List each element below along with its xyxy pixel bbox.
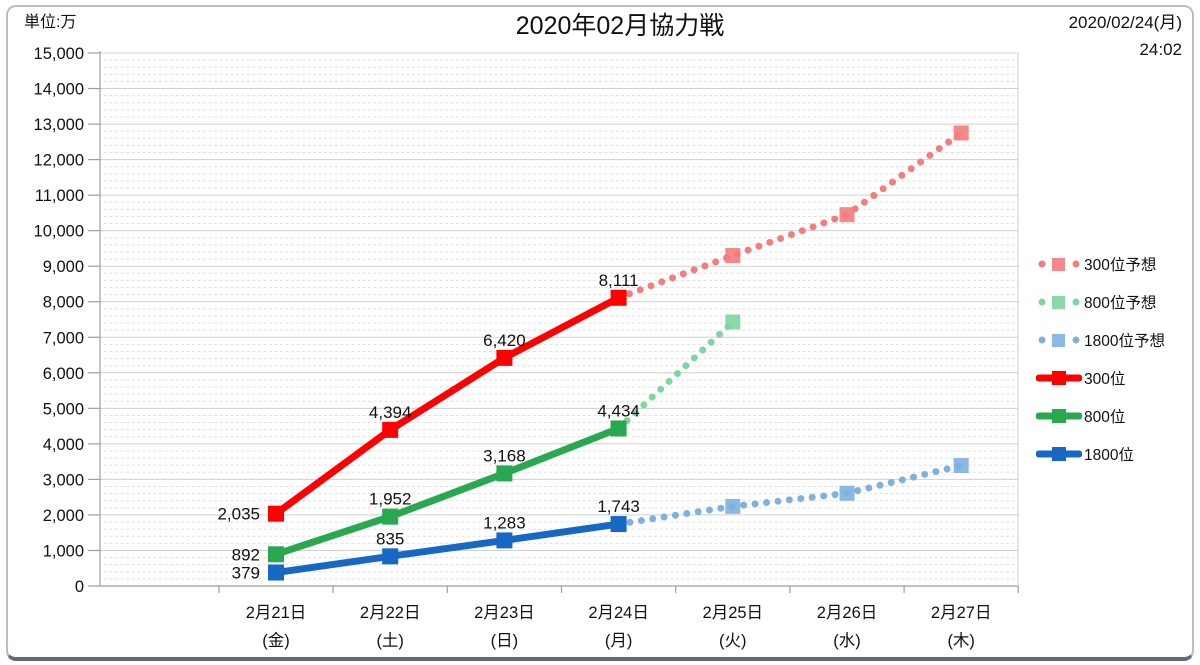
svg-text:1,952: 1,952	[369, 490, 412, 509]
svg-text:(火): (火)	[719, 632, 747, 650]
svg-text:(月): (月)	[605, 632, 633, 650]
svg-text:4,434: 4,434	[597, 401, 640, 420]
svg-text:10,000: 10,000	[34, 223, 84, 241]
legend-item-1800-forecast: 1800位予想	[1036, 328, 1165, 352]
svg-text:3,168: 3,168	[483, 446, 526, 465]
svg-text:2月26日: 2月26日	[817, 604, 878, 622]
svg-text:11,000: 11,000	[35, 187, 84, 205]
svg-text:5,000: 5,000	[43, 400, 84, 418]
legend: 300位予想 800位予想 1800位予想 300位 800位 1800位	[1036, 252, 1165, 466]
dotted-series-marker-icon	[1036, 332, 1082, 348]
svg-text:8,000: 8,000	[43, 294, 84, 312]
legend-label: 300位	[1084, 371, 1126, 388]
svg-text:2月27日: 2月27日	[931, 604, 992, 622]
svg-text:13,000: 13,000	[34, 116, 84, 134]
svg-text:14,000: 14,000	[34, 81, 84, 99]
svg-text:2月25日: 2月25日	[703, 604, 764, 622]
svg-text:7,000: 7,000	[43, 329, 84, 347]
report-time: 24:02	[1139, 40, 1182, 59]
y-axis-unit-label: 単位:万	[24, 14, 77, 31]
svg-text:0: 0	[75, 578, 84, 596]
svg-text:2,035: 2,035	[217, 505, 260, 524]
svg-text:4,394: 4,394	[369, 403, 412, 422]
svg-text:892: 892	[232, 545, 260, 564]
svg-text:4,000: 4,000	[43, 436, 84, 454]
legend-item-300-forecast: 300位予想	[1036, 252, 1165, 276]
solid-series-marker-icon	[1036, 408, 1082, 424]
svg-text:835: 835	[376, 529, 404, 548]
legend-item-300: 300位	[1036, 366, 1165, 390]
svg-text:2月24日: 2月24日	[588, 604, 649, 622]
svg-text:6,000: 6,000	[43, 365, 84, 383]
chart-title: 2020年02月協力戦	[515, 12, 725, 40]
legend-label: 1800位	[1084, 447, 1134, 464]
svg-text:1,000: 1,000	[43, 542, 84, 560]
dotted-series-marker-icon	[1036, 256, 1082, 272]
legend-label: 1800位予想	[1084, 333, 1165, 350]
svg-text:1,283: 1,283	[483, 513, 526, 532]
svg-text:8,111: 8,111	[599, 271, 639, 290]
svg-text:(土): (土)	[376, 631, 404, 650]
svg-text:2,000: 2,000	[43, 507, 84, 525]
legend-item-800-forecast: 800位予想	[1036, 290, 1165, 314]
dotted-series-marker-icon	[1036, 294, 1082, 310]
legend-label: 300位予想	[1084, 257, 1157, 274]
svg-text:(水): (水)	[833, 631, 861, 650]
svg-text:(日): (日)	[491, 632, 519, 650]
svg-text:2月21日: 2月21日	[246, 604, 307, 622]
svg-text:379: 379	[232, 564, 260, 583]
svg-text:3,000: 3,000	[43, 471, 84, 489]
solid-series-marker-icon	[1036, 370, 1082, 386]
svg-text:(金): (金)	[262, 631, 290, 650]
legend-item-800: 800位	[1036, 404, 1165, 428]
report-date: 2020/02/24(月)	[1068, 13, 1182, 32]
svg-text:15,000: 15,000	[34, 45, 84, 63]
svg-text:2月22日: 2月22日	[360, 604, 421, 622]
svg-text:12,000: 12,000	[34, 152, 84, 170]
svg-text:1,743: 1,743	[597, 497, 640, 516]
svg-text:2月23日: 2月23日	[474, 604, 535, 622]
svg-text:6,420: 6,420	[483, 331, 526, 350]
legend-label: 800位	[1084, 409, 1126, 426]
legend-item-1800: 1800位	[1036, 442, 1165, 466]
legend-label: 800位予想	[1084, 295, 1157, 312]
solid-series-marker-icon	[1036, 446, 1082, 462]
svg-text:9,000: 9,000	[43, 258, 84, 276]
svg-text:(木): (木)	[947, 631, 975, 650]
